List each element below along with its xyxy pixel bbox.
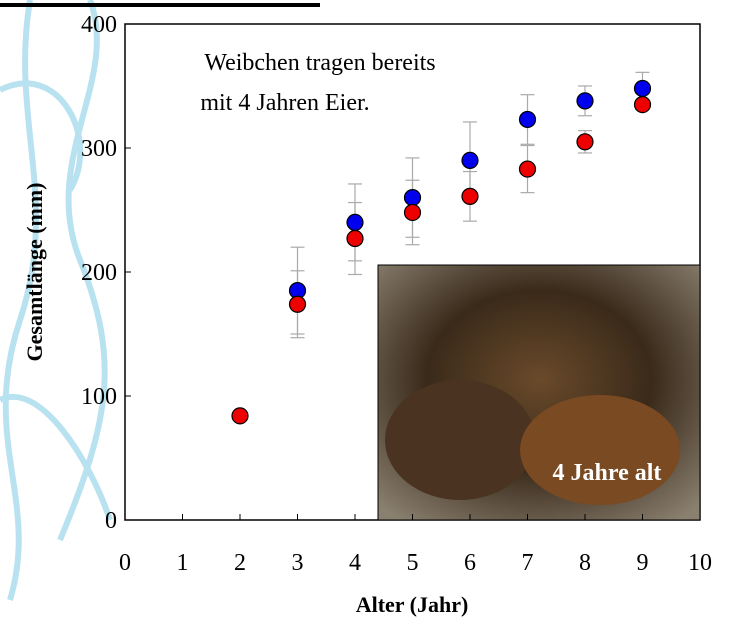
point	[347, 231, 363, 247]
x-tick-label: 1	[177, 550, 189, 576]
point	[462, 188, 478, 204]
annotation: mit 4 Jahren Eier.	[200, 90, 369, 116]
point	[462, 152, 478, 168]
annotation: Weibchen tragen bereits	[204, 50, 435, 76]
x-tick-label: 4	[349, 550, 361, 576]
x-tick-label: 7	[522, 550, 534, 576]
point	[635, 97, 651, 113]
point	[232, 408, 248, 424]
chart: 4 Jahre alt Weibchen tragen bereits mit …	[0, 0, 730, 623]
background-scribbles	[0, 0, 110, 600]
point	[577, 93, 593, 109]
y-tick-label: 300	[81, 136, 117, 162]
y-tick-label: 100	[81, 384, 117, 410]
photo-claw	[385, 380, 535, 500]
x-tick-label: 9	[637, 550, 649, 576]
point	[347, 214, 363, 230]
y-axis-title: Gesamtlänge (mm)	[22, 182, 47, 361]
x-tick-label: 8	[579, 550, 591, 576]
photo-caption: 4 Jahre alt	[553, 460, 662, 486]
x-axis-title: Alter (Jahr)	[356, 592, 469, 617]
x-tick-label: 10	[688, 550, 712, 576]
x-tick-label: 5	[407, 550, 419, 576]
point	[405, 204, 421, 220]
y-tick-label: 200	[81, 260, 117, 286]
x-tick-label: 3	[292, 550, 304, 576]
x-tick-label: 0	[119, 550, 131, 576]
x-tick-label: 2	[234, 550, 246, 576]
point	[405, 190, 421, 206]
point	[577, 134, 593, 150]
point	[290, 296, 306, 312]
photo-claw	[520, 395, 680, 505]
y-tick-label: 400	[81, 12, 117, 38]
point	[520, 161, 536, 177]
point	[635, 80, 651, 96]
point	[520, 111, 536, 127]
x-tick-label: 6	[464, 550, 476, 576]
y-tick-label: 0	[105, 508, 117, 534]
